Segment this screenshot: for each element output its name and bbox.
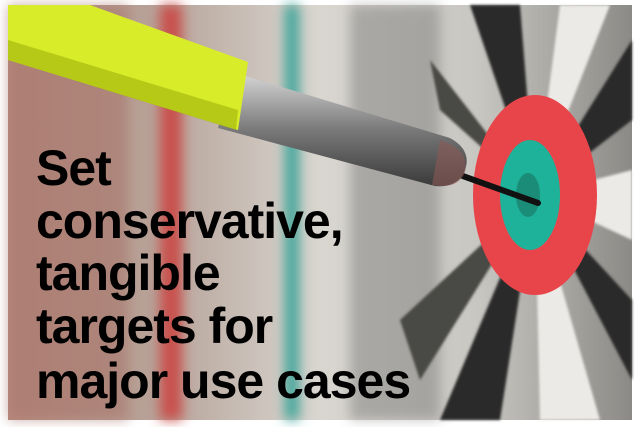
headline-line: tangible xyxy=(36,245,220,301)
headline-line: Set xyxy=(36,140,112,196)
headline-line: major use cases xyxy=(36,353,410,409)
headline-line: targets for xyxy=(36,298,273,354)
headline-line: conservative, xyxy=(36,193,343,249)
dartboard xyxy=(400,5,632,420)
dart xyxy=(8,5,541,206)
headline: Set conservative, tangible targets for m… xyxy=(36,140,411,409)
